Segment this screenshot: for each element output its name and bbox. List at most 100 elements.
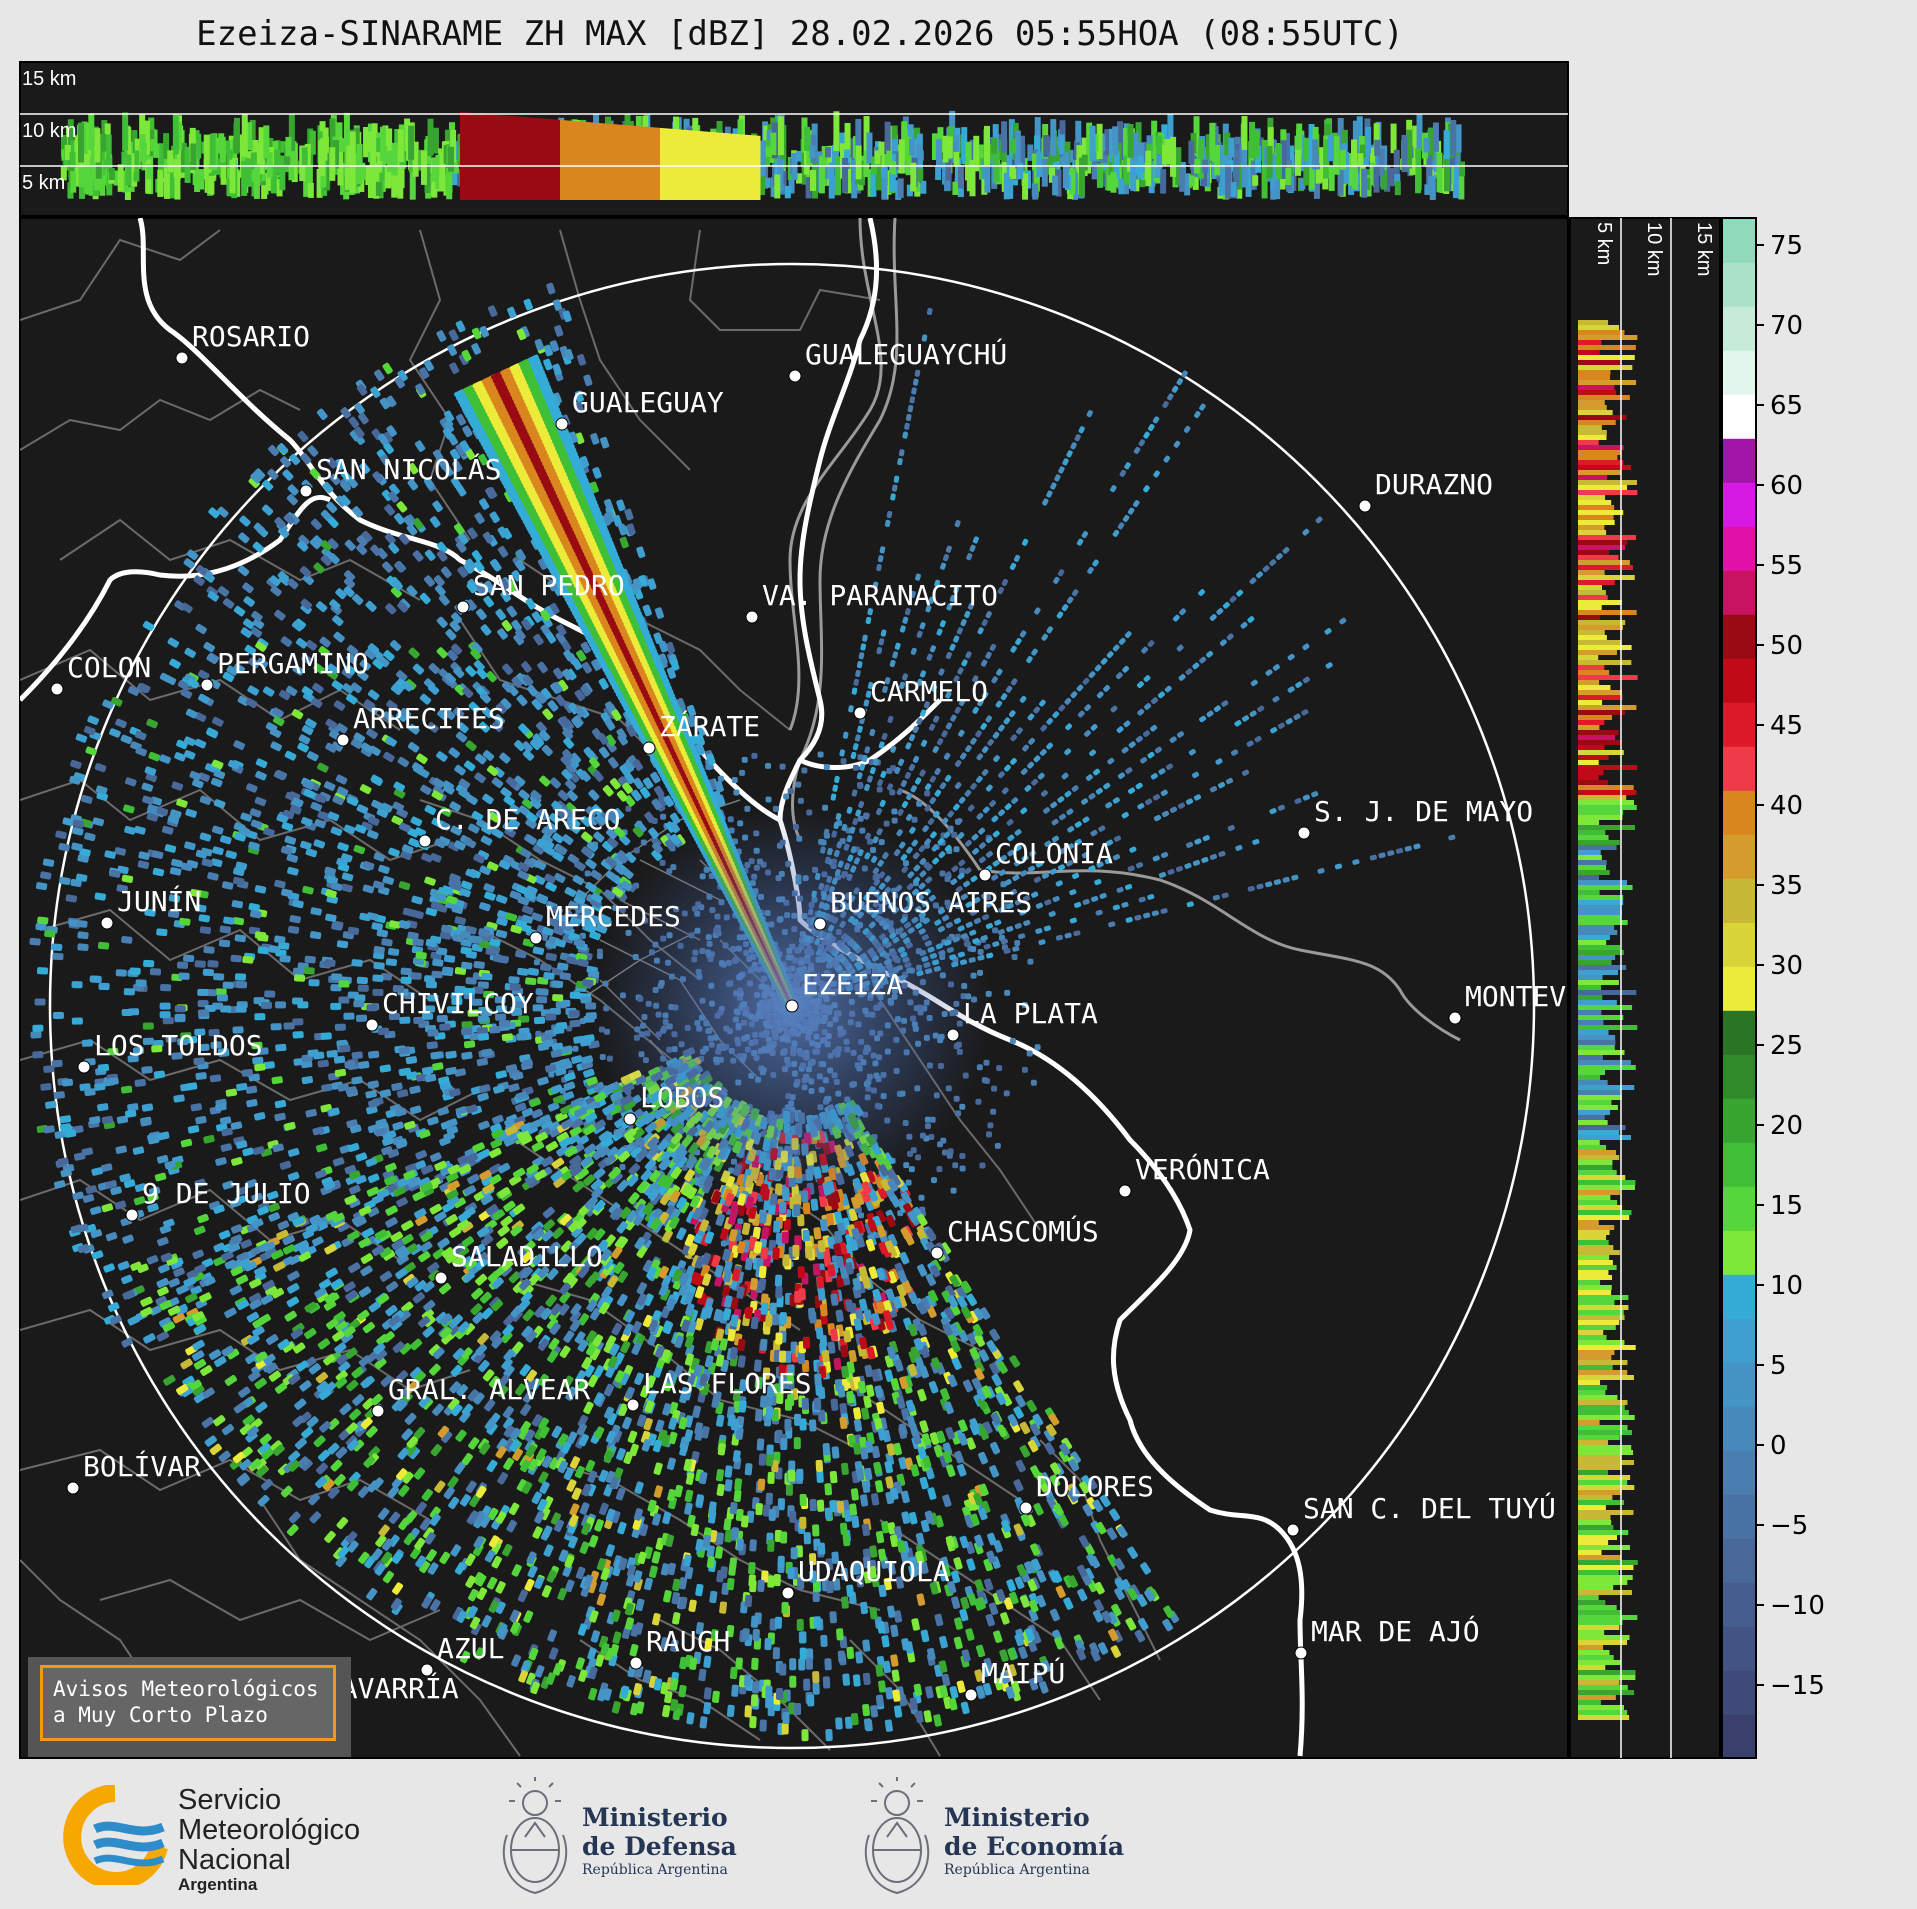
echo-gate <box>991 874 999 881</box>
echo-gate <box>1285 718 1293 725</box>
colorbar-step <box>1722 1274 1756 1319</box>
echo-gate <box>919 622 926 630</box>
echo-gate <box>937 1141 944 1148</box>
echo-gate <box>929 775 937 783</box>
echo-gate <box>340 407 352 419</box>
echo-gate <box>1110 705 1118 713</box>
echo-gate <box>944 871 952 878</box>
echo-gate <box>898 449 905 457</box>
echo-gate <box>640 839 647 846</box>
echo-gate <box>934 579 941 587</box>
echo-gate <box>297 1001 309 1009</box>
echo-gate <box>532 844 545 855</box>
echo-gate <box>992 860 1000 867</box>
echo-gate <box>834 775 840 783</box>
echo-gate <box>1076 538 1084 546</box>
echo-gate <box>994 919 1002 926</box>
echo-gate <box>482 531 494 544</box>
echo-gate <box>801 767 808 774</box>
echo-gate <box>606 1114 613 1121</box>
echo-gate <box>920 670 927 678</box>
echo-gate <box>963 880 971 888</box>
echo-gate <box>1004 989 1011 996</box>
echo-gate <box>1247 885 1255 892</box>
echo-gate <box>969 544 976 552</box>
echo-gate <box>1199 715 1207 723</box>
echo-gate <box>1311 791 1319 798</box>
echo-gate <box>1011 953 1018 960</box>
echo-gate <box>1082 816 1090 823</box>
echo-gate <box>857 1212 864 1219</box>
echo-gate <box>909 826 916 834</box>
echo-gate <box>1262 565 1270 573</box>
echo-gate <box>569 817 581 829</box>
echo-gate <box>967 804 975 812</box>
echo-gate <box>785 1209 792 1216</box>
echo-gate <box>71 1017 83 1025</box>
echo-gate <box>1165 763 1174 770</box>
echo-gate <box>1225 777 1234 785</box>
echo-gate <box>941 1149 948 1156</box>
echo-gate <box>908 1166 915 1173</box>
echo-gate <box>830 1398 839 1411</box>
echo-gate <box>879 546 886 554</box>
echo-gate <box>52 1011 64 1020</box>
echo-gate <box>992 731 1000 739</box>
echo-gate <box>937 837 945 845</box>
echo-gate <box>857 725 863 733</box>
echo-gate <box>1221 700 1229 707</box>
echo-gate <box>936 628 943 636</box>
echo-gate <box>947 810 954 818</box>
echo-gate <box>1095 787 1103 795</box>
echo-gate <box>909 396 916 404</box>
echo-gate <box>911 387 917 395</box>
echo-gate <box>860 643 866 651</box>
echo-gate <box>1218 850 1226 857</box>
echo-gate <box>198 772 210 782</box>
echo-gate <box>377 1027 390 1036</box>
echo-gate <box>950 878 958 886</box>
echo-gate <box>985 1131 992 1138</box>
echo-gate <box>584 870 591 877</box>
echo-gate <box>1014 899 1022 906</box>
echo-gate <box>1059 847 1067 855</box>
echo-gate <box>1272 664 1280 671</box>
echo-gate <box>918 1194 925 1201</box>
echo-gate <box>891 808 898 815</box>
echo-gate <box>739 769 746 776</box>
echo-gate <box>879 799 886 807</box>
echo-gate <box>904 422 910 430</box>
echo-gate <box>1215 758 1223 765</box>
echo-gate <box>1137 803 1145 810</box>
echo-gate <box>1028 737 1035 745</box>
echo-gate <box>463 1040 476 1049</box>
echo-gate <box>336 940 349 949</box>
echo-gate <box>400 976 412 985</box>
echo-gate <box>1160 908 1168 914</box>
echo-gate <box>919 1206 926 1213</box>
echo-gate <box>1095 909 1103 916</box>
echo-gate <box>1250 679 1258 687</box>
echo-gate <box>603 706 614 719</box>
echo-gate <box>1094 879 1102 886</box>
echo-gate <box>952 1162 959 1169</box>
echo-gate <box>1027 761 1035 769</box>
echo-gate <box>1301 709 1309 716</box>
echo-gate <box>1193 794 1202 801</box>
echo-gate <box>927 818 935 826</box>
echo-gate <box>717 775 724 782</box>
echo-gate <box>1035 928 1043 934</box>
echo-gate <box>932 745 939 754</box>
echo-gate <box>216 994 228 1002</box>
echo-gate <box>869 728 876 737</box>
echo-gate <box>1104 857 1112 865</box>
echo-gate <box>744 805 751 812</box>
echo-gate <box>1074 821 1082 828</box>
colorbar-step <box>1722 878 1756 923</box>
echo-gate <box>373 961 385 970</box>
echo-gate <box>726 1704 735 1717</box>
echo-gate <box>846 806 853 814</box>
echo-gate <box>1128 741 1136 748</box>
echo-gate <box>115 969 127 977</box>
echo-gate <box>81 1039 93 1047</box>
